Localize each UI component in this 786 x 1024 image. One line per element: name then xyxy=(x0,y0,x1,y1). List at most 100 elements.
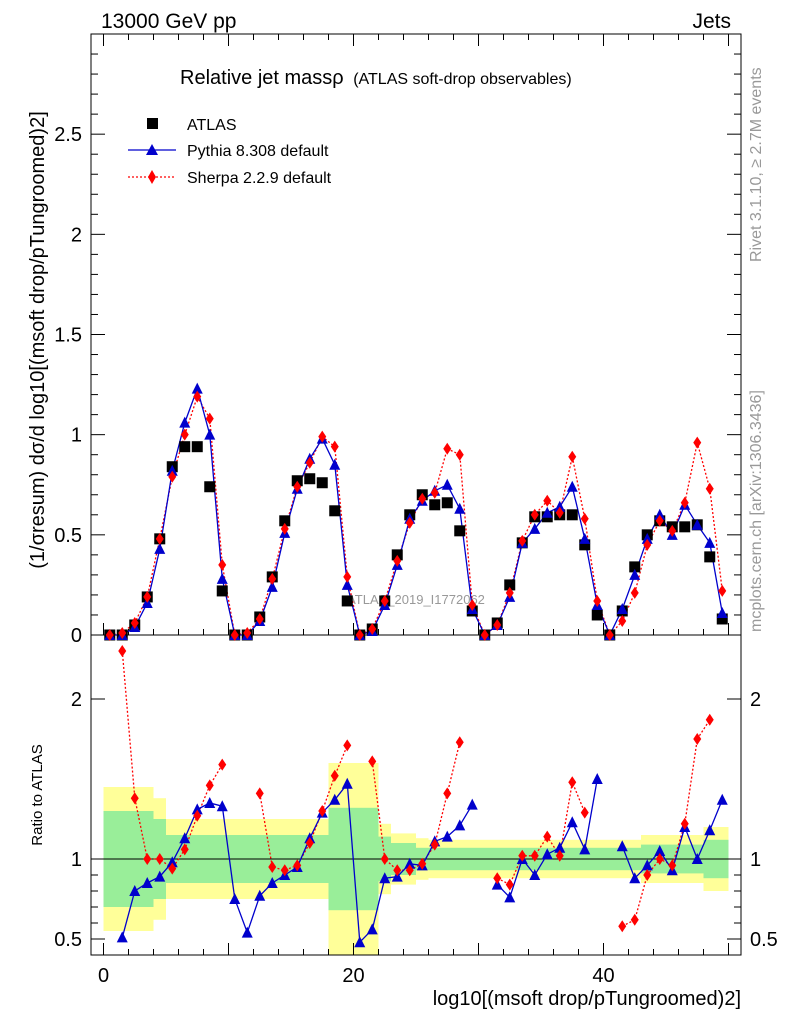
beam-label: 13000 GeV pp xyxy=(101,10,236,33)
y-tick-label-ratio: 2 xyxy=(71,689,82,711)
pythia-ratio-point xyxy=(629,872,641,884)
pythia-point xyxy=(529,522,541,534)
sherpa-ratio-point xyxy=(618,920,627,933)
sherpa-ratio-point xyxy=(443,787,452,800)
main-series xyxy=(104,382,728,641)
pythia-point xyxy=(554,500,566,512)
atlas-point xyxy=(279,515,291,527)
legend: ATLAS Pythia 8.308 default Sherpa 2.2.9 … xyxy=(128,117,332,187)
sherpa-point xyxy=(468,598,477,611)
pythia-ratio-point xyxy=(241,926,253,938)
pythia-ratio-point xyxy=(129,885,141,896)
sherpa-point xyxy=(318,430,327,443)
x-tick-label: 40 xyxy=(592,965,614,987)
ratio-plot-frame xyxy=(90,634,742,956)
pythia-ratio-point xyxy=(366,923,378,935)
sherpa-ratio-point xyxy=(430,838,439,851)
sherpa-ratio-point xyxy=(680,817,689,830)
y-tick-label-ratio: 0.5 xyxy=(54,929,82,951)
sherpa-ratio-point xyxy=(218,758,227,771)
sherpa-point xyxy=(605,629,614,641)
sherpa-point xyxy=(280,522,289,535)
sherpa-point xyxy=(643,538,652,551)
pythia-ratio-point xyxy=(554,841,566,853)
pythia-ratio-point xyxy=(254,889,266,901)
pythia-ratio-point xyxy=(704,824,716,836)
pythia-ratio-point xyxy=(166,856,178,868)
sherpa-point xyxy=(243,626,252,639)
atlas-point xyxy=(454,525,466,537)
sherpa-point xyxy=(543,494,552,507)
sherpa-point xyxy=(255,612,264,625)
sherpa-point xyxy=(330,440,339,453)
pythia-point xyxy=(441,478,453,490)
atlas-point xyxy=(291,475,303,487)
sherpa-ratio-point xyxy=(568,776,577,789)
sherpa-point xyxy=(680,496,689,509)
sherpa-ratio-point xyxy=(305,837,314,849)
pythia-ratio-point xyxy=(641,859,653,871)
pythia-point xyxy=(266,580,278,592)
sherpa-point xyxy=(143,590,152,603)
sherpa-point xyxy=(368,622,377,635)
pythia-ratio-point xyxy=(654,845,666,856)
sherpa-ratio-point xyxy=(455,736,464,749)
sherpa-ratio-point xyxy=(505,878,514,891)
pythia-ratio-point xyxy=(179,832,191,844)
pythia-ratio-point xyxy=(529,869,541,880)
atlas-point xyxy=(629,561,641,573)
sherpa-point xyxy=(493,618,502,631)
sherpa-ratio-point xyxy=(655,853,664,865)
sherpa-point xyxy=(555,506,564,519)
sherpa-point xyxy=(618,614,627,627)
sherpa-point xyxy=(118,626,127,639)
y-tick-label-main: 2 xyxy=(71,224,82,246)
pythia-ratio-point xyxy=(716,793,728,805)
y-tick-label-main: 2.5 xyxy=(54,124,82,146)
axis-ticks: 0 20 40 0 0.5 1 1.5 2 2.5 0.5 0.5 1 1 2 2 xyxy=(54,34,778,987)
pythia-point xyxy=(616,602,628,614)
atlas-point xyxy=(579,539,591,551)
pythia-ratio-point xyxy=(404,857,416,869)
sherpa-point xyxy=(168,470,177,483)
analysis-watermark: ATLAS_2019_I1772062 xyxy=(347,592,485,607)
sherpa-point xyxy=(180,428,189,441)
atlas-point xyxy=(591,609,603,621)
y-tick-label-main: 0 xyxy=(71,625,82,647)
pythia-point xyxy=(541,506,553,518)
pythia-ratio-point xyxy=(379,872,391,884)
pythia-ratio-point xyxy=(116,931,128,943)
atlas-point xyxy=(316,477,328,489)
sherpa-ratio-point xyxy=(393,864,402,877)
y-tick-label-ratio: 1 xyxy=(71,849,82,871)
sherpa-point xyxy=(530,508,539,521)
pythia-ratio-point xyxy=(154,870,166,882)
atlas-point xyxy=(441,497,453,509)
sherpa-ratio-point xyxy=(693,733,702,745)
y-tick-label-main: 0.5 xyxy=(54,525,82,547)
sherpa-point xyxy=(218,558,227,571)
legend-sherpa-marker xyxy=(148,170,156,184)
pythia-ratio-point xyxy=(341,777,353,789)
pythia-ratio-point xyxy=(204,797,216,808)
atlas-point xyxy=(204,481,216,493)
pythia-ratio-point xyxy=(441,830,453,842)
pythia-ratio-point xyxy=(191,803,203,815)
pythia-point xyxy=(454,502,466,514)
sherpa-ratio-point xyxy=(318,805,327,817)
sherpa-point xyxy=(380,594,389,607)
pythia-ratio-point xyxy=(691,853,703,864)
sherpa-point xyxy=(568,450,577,463)
atlas-point xyxy=(566,509,578,521)
atlas-point xyxy=(329,505,341,517)
sherpa-ratio-point xyxy=(518,849,527,862)
sherpa-ratio-point xyxy=(705,713,714,726)
plot-title: Relative jet massρ (ATLAS soft-drop obse… xyxy=(180,67,572,89)
sherpa-ratio-point xyxy=(343,739,352,752)
y-tick-label-ratio-right: 0.5 xyxy=(750,929,778,951)
sherpa-point xyxy=(343,570,352,583)
sherpa-ratio-point xyxy=(330,769,339,782)
uncertainty-bands xyxy=(91,763,741,955)
sherpa-ratio-point xyxy=(418,857,427,870)
